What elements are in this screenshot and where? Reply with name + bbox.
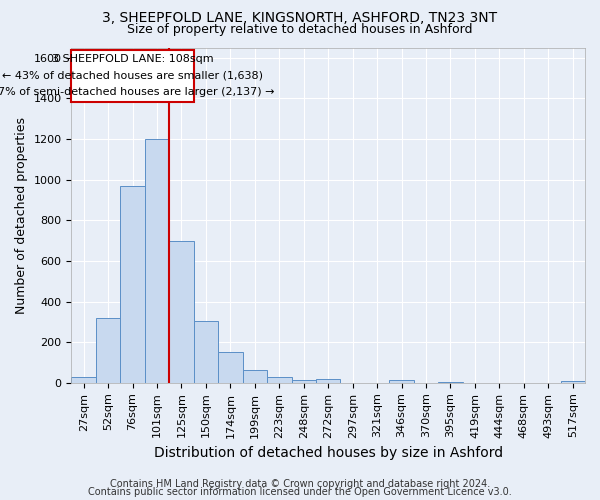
Bar [267,376,292,383]
Text: Contains public sector information licensed under the Open Government Licence v3: Contains public sector information licen… [88,487,512,497]
Bar [218,352,242,383]
Bar [71,376,96,383]
Bar [242,370,267,383]
Bar [96,318,121,383]
Text: Size of property relative to detached houses in Ashford: Size of property relative to detached ho… [127,22,473,36]
FancyBboxPatch shape [71,50,194,102]
Y-axis label: Number of detached properties: Number of detached properties [15,116,28,314]
Bar [438,382,463,383]
Text: 3 SHEEPFOLD LANE: 108sqm: 3 SHEEPFOLD LANE: 108sqm [52,54,214,64]
X-axis label: Distribution of detached houses by size in Ashford: Distribution of detached houses by size … [154,446,503,460]
Bar [145,139,169,383]
Bar [169,240,194,383]
Bar [121,186,145,383]
Bar [389,380,414,383]
Text: ← 43% of detached houses are smaller (1,638): ← 43% of detached houses are smaller (1,… [2,70,263,80]
Text: Contains HM Land Registry data © Crown copyright and database right 2024.: Contains HM Land Registry data © Crown c… [110,479,490,489]
Bar [292,380,316,383]
Text: 57% of semi-detached houses are larger (2,137) →: 57% of semi-detached houses are larger (… [0,87,274,97]
Bar [194,321,218,383]
Text: 3, SHEEPFOLD LANE, KINGSNORTH, ASHFORD, TN23 3NT: 3, SHEEPFOLD LANE, KINGSNORTH, ASHFORD, … [103,11,497,25]
Bar [560,381,585,383]
Bar [316,379,340,383]
